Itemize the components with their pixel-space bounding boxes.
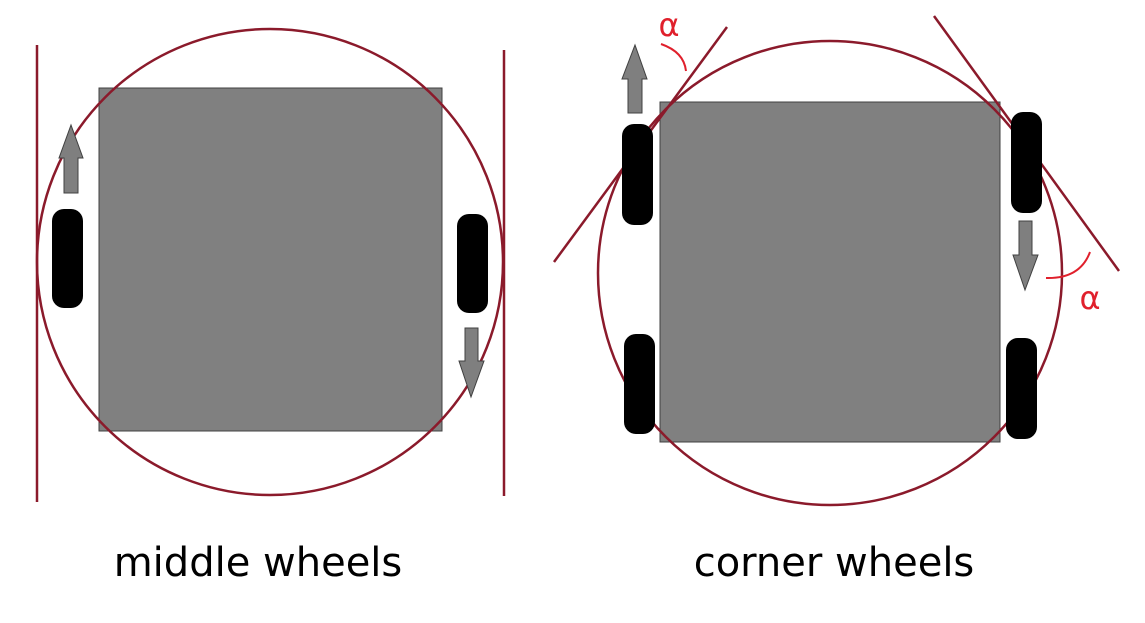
alpha-label-upper: α [658,6,679,44]
arrow-up-icon [621,43,648,114]
robot-chassis [659,101,1001,443]
alpha-label-lower: α [1079,279,1100,317]
wheel-left [52,209,83,308]
turning-circle [35,27,505,497]
middle-wheels-figure: middle wheels [35,27,506,586]
corner-wheels-figure: α α corner wheels [552,6,1121,586]
wheel-rear-left [624,334,655,434]
wheel-right [457,214,488,313]
robot-chassis [98,87,443,432]
wheel-front-right [1011,112,1042,213]
middle-wheels-label: middle wheels [114,540,403,586]
wheel-front-left [622,124,653,225]
angle-arc-lower [1045,251,1091,280]
corner-wheels-label: corner wheels [694,540,975,586]
wheel-rear-right [1006,338,1037,439]
turning-circle [596,39,1064,507]
arrow-down-icon [1012,220,1039,292]
arrow-down-icon [458,327,485,399]
angle-arc-upper [660,43,687,72]
arrow-up-icon [58,123,84,194]
